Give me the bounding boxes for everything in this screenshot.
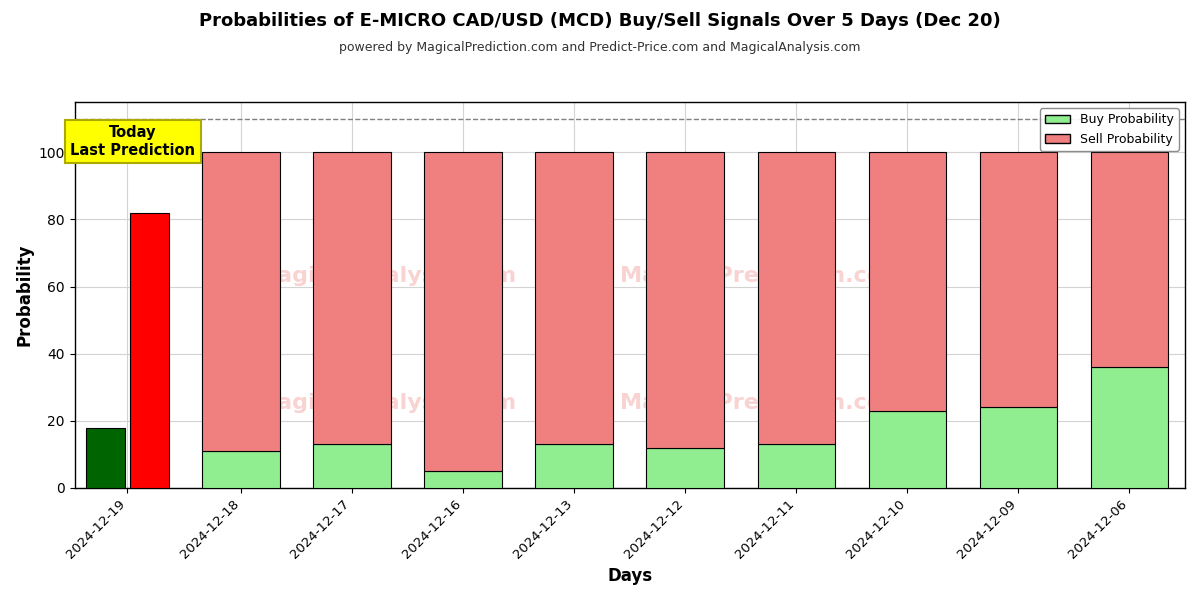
Text: Probabilities of E-MICRO CAD/USD (MCD) Buy/Sell Signals Over 5 Days (Dec 20): Probabilities of E-MICRO CAD/USD (MCD) B… <box>199 12 1001 30</box>
Bar <box>757 152 835 444</box>
Bar <box>313 152 391 444</box>
Bar <box>425 152 502 471</box>
Text: MagicalAnalysis.com: MagicalAnalysis.com <box>254 266 516 286</box>
Bar <box>979 152 1057 407</box>
Bar <box>203 152 280 451</box>
Bar <box>647 152 725 448</box>
Bar <box>425 471 502 488</box>
Y-axis label: Probability: Probability <box>16 244 34 346</box>
Bar <box>647 448 725 488</box>
Bar <box>757 444 835 488</box>
Bar <box>535 152 613 444</box>
X-axis label: Days: Days <box>607 567 653 585</box>
Bar <box>979 407 1057 488</box>
Bar <box>869 411 947 488</box>
Legend: Buy Probability, Sell Probability: Buy Probability, Sell Probability <box>1040 108 1178 151</box>
Bar <box>535 444 613 488</box>
Text: MagicalAnalysis.com: MagicalAnalysis.com <box>254 393 516 413</box>
Bar <box>313 444 391 488</box>
Text: Today
Last Prediction: Today Last Prediction <box>71 125 196 158</box>
Text: powered by MagicalPrediction.com and Predict-Price.com and MagicalAnalysis.com: powered by MagicalPrediction.com and Pre… <box>340 41 860 54</box>
Bar <box>203 451 280 488</box>
Bar <box>130 213 169 488</box>
Text: MagicalPrediction.com: MagicalPrediction.com <box>620 393 906 413</box>
Text: MagicalPrediction.com: MagicalPrediction.com <box>620 266 906 286</box>
Bar <box>1091 367 1169 488</box>
Bar <box>1091 152 1169 367</box>
Bar <box>869 152 947 411</box>
Bar <box>85 428 125 488</box>
